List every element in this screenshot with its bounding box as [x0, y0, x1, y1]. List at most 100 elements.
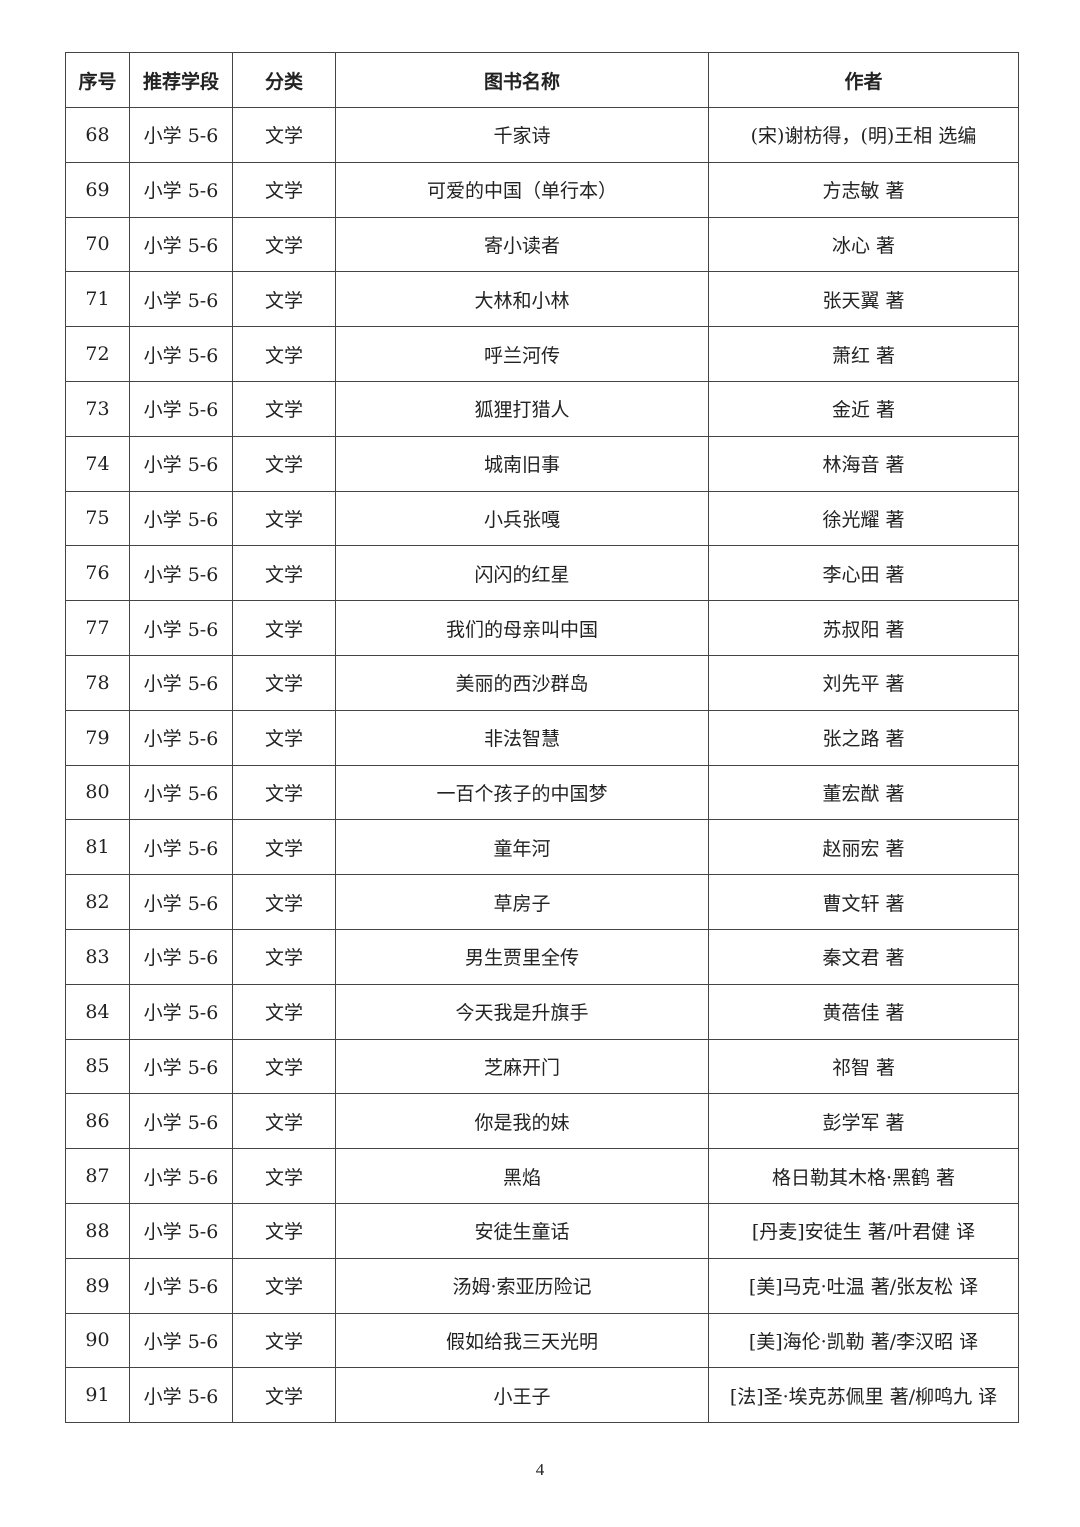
- cell-grade: 小学 5-6: [129, 326, 233, 382]
- cell-grade: 小学 5-6: [129, 819, 233, 876]
- cell-grade: 小学 5-6: [129, 709, 233, 766]
- page-number: 4: [535, 1460, 545, 1479]
- cell-author: 曹文轩 著: [708, 874, 1019, 930]
- cell-author: 冰心 著: [708, 216, 1019, 273]
- cell-author: 秦文君 著: [708, 928, 1019, 985]
- cell-grade: 小学 5-6: [129, 654, 233, 711]
- cell-title: 狐狸打猎人: [335, 380, 709, 437]
- cell-category: 文学: [232, 380, 336, 437]
- cell-category: 文学: [232, 1202, 336, 1259]
- cell-category: 文学: [232, 928, 336, 985]
- cell-grade: 小学 5-6: [129, 161, 233, 218]
- cell-grade: 小学 5-6: [129, 490, 233, 547]
- cell-index: 72: [65, 326, 130, 382]
- table-row: 81 小学 5-6 文学 童年河 赵丽宏 著: [65, 819, 1019, 876]
- cell-index: 68: [65, 107, 130, 163]
- cell-index: 85: [65, 1038, 130, 1095]
- cell-grade: 小学 5-6: [129, 271, 233, 328]
- cell-author: 刘先平 著: [708, 654, 1019, 711]
- cell-title: 今天我是升旗手: [335, 983, 709, 1040]
- cell-index: 80: [65, 764, 130, 821]
- cell-index: 69: [65, 161, 130, 218]
- table-row: 86 小学 5-6 文学 你是我的妹 彭学军 著: [65, 1093, 1019, 1150]
- cell-index: 86: [65, 1093, 130, 1150]
- table-row: 85 小学 5-6 文学 芝麻开门 祁智 著: [65, 1038, 1019, 1095]
- table-row: 77 小学 5-6 文学 我们的母亲叫中国 苏叔阳 著: [65, 600, 1019, 656]
- cell-author: 张天翼 著: [708, 271, 1019, 328]
- cell-index: 84: [65, 983, 130, 1040]
- cell-category: 文学: [232, 271, 336, 328]
- table-row: 73 小学 5-6 文学 狐狸打猎人 金近 著: [65, 380, 1019, 437]
- cell-author: 张之路 著: [708, 709, 1019, 766]
- cell-title: 一百个孩子的中国梦: [335, 764, 709, 821]
- cell-index: 77: [65, 600, 130, 656]
- cell-grade: 小学 5-6: [129, 216, 233, 273]
- cell-category: 文学: [232, 654, 336, 711]
- cell-grade: 小学 5-6: [129, 1312, 233, 1369]
- cell-title: 假如给我三天光明: [335, 1312, 709, 1369]
- cell-category: 文学: [232, 709, 336, 766]
- cell-category: 文学: [232, 1312, 336, 1369]
- cell-grade: 小学 5-6: [129, 1038, 233, 1095]
- cell-index: 76: [65, 545, 130, 602]
- table-row: 89 小学 5-6 文学 汤姆·索亚历险记 [美]马克·吐温 著/张友松 译: [65, 1257, 1019, 1314]
- cell-index: 73: [65, 380, 130, 437]
- cell-author: 格日勒其木格·黑鹤 著: [708, 1148, 1019, 1204]
- cell-author: [美]马克·吐温 著/张友松 译: [708, 1257, 1019, 1314]
- cell-category: 文学: [232, 764, 336, 821]
- cell-index: 81: [65, 819, 130, 876]
- cell-grade: 小学 5-6: [129, 600, 233, 656]
- cell-grade: 小学 5-6: [129, 107, 233, 163]
- table-row: 90 小学 5-6 文学 假如给我三天光明 [美]海伦·凯勒 著/李汉昭 译: [65, 1312, 1019, 1369]
- header-index: 序号: [65, 52, 130, 108]
- cell-category: 文学: [232, 435, 336, 492]
- cell-title: 芝麻开门: [335, 1038, 709, 1095]
- cell-index: 90: [65, 1312, 130, 1369]
- cell-author: [丹麦]安徒生 著/叶君健 译: [708, 1202, 1019, 1259]
- cell-index: 91: [65, 1367, 130, 1424]
- header-author: 作者: [708, 52, 1019, 108]
- cell-title: 小王子: [335, 1367, 709, 1424]
- table-row: 88 小学 5-6 文学 安徒生童话 [丹麦]安徒生 著/叶君健 译: [65, 1202, 1019, 1259]
- cell-grade: 小学 5-6: [129, 983, 233, 1040]
- cell-title: 草房子: [335, 874, 709, 930]
- cell-category: 文学: [232, 1038, 336, 1095]
- cell-category: 文学: [232, 819, 336, 876]
- table-row: 75 小学 5-6 文学 小兵张嘎 徐光耀 著: [65, 490, 1019, 547]
- cell-index: 70: [65, 216, 130, 273]
- table-row: 70 小学 5-6 文学 寄小读者 冰心 著: [65, 216, 1019, 273]
- cell-grade: 小学 5-6: [129, 1257, 233, 1314]
- table-row: 72 小学 5-6 文学 呼兰河传 萧红 著: [65, 326, 1019, 382]
- cell-title: 男生贾里全传: [335, 928, 709, 985]
- cell-title: 城南旧事: [335, 435, 709, 492]
- cell-title: 大林和小林: [335, 271, 709, 328]
- table-row: 79 小学 5-6 文学 非法智慧 张之路 著: [65, 709, 1019, 766]
- cell-index: 89: [65, 1257, 130, 1314]
- cell-index: 88: [65, 1202, 130, 1259]
- table-row: 83 小学 5-6 文学 男生贾里全传 秦文君 著: [65, 928, 1019, 985]
- cell-category: 文学: [232, 983, 336, 1040]
- cell-author: 萧红 著: [708, 326, 1019, 382]
- cell-category: 文学: [232, 216, 336, 273]
- cell-grade: 小学 5-6: [129, 1148, 233, 1204]
- cell-title: 闪闪的红星: [335, 545, 709, 602]
- table-row: 68 小学 5-6 文学 千家诗 (宋)谢枋得，(明)王相 选编: [65, 107, 1019, 163]
- cell-author: 彭学军 著: [708, 1093, 1019, 1150]
- table-row: 84 小学 5-6 文学 今天我是升旗手 黄蓓佳 著: [65, 983, 1019, 1040]
- cell-author: 苏叔阳 著: [708, 600, 1019, 656]
- cell-author: 林海音 著: [708, 435, 1019, 492]
- cell-author: 金近 著: [708, 380, 1019, 437]
- cell-index: 87: [65, 1148, 130, 1204]
- cell-grade: 小学 5-6: [129, 380, 233, 437]
- book-list-table: 序号 推荐学段 分类 图书名称 作者 68 小学 5-6 文学 千家诗 (宋)谢枋得，(明)王相…: [65, 52, 1019, 1424]
- table-row: 80 小学 5-6 文学 一百个孩子的中国梦 董宏猷 著: [65, 764, 1019, 821]
- cell-author: 李心田 著: [708, 545, 1019, 602]
- cell-title: 非法智慧: [335, 709, 709, 766]
- cell-grade: 小学 5-6: [129, 1202, 233, 1259]
- header-grade: 推荐学段: [129, 52, 233, 108]
- cell-author: 方志敏 著: [708, 161, 1019, 218]
- cell-grade: 小学 5-6: [129, 545, 233, 602]
- cell-title: 小兵张嘎: [335, 490, 709, 547]
- table-row: 71 小学 5-6 文学 大林和小林 张天翼 著: [65, 271, 1019, 328]
- cell-category: 文学: [232, 874, 336, 930]
